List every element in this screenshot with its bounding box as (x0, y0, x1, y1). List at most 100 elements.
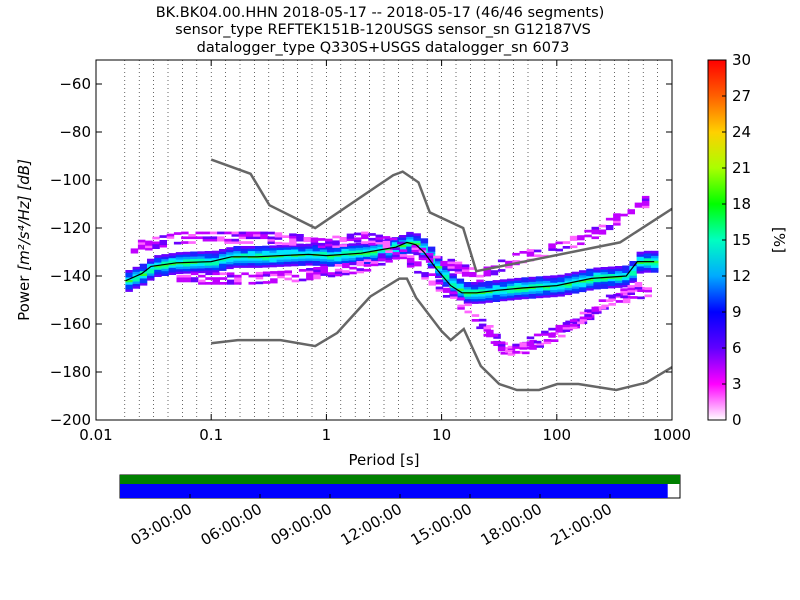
heat-cell-142 (233, 248, 241, 252)
heat-cell-533 (550, 289, 558, 293)
heat-cell-387 (435, 275, 443, 279)
heat-cell-999 (421, 272, 429, 275)
heat-cell-519 (535, 281, 544, 284)
colorbar-tick-label-8: 24 (732, 123, 751, 141)
heat-cell-189 (276, 264, 285, 267)
heat-cell-716 (245, 241, 254, 244)
heat-cell-622 (622, 282, 630, 285)
heat-cell-1021 (478, 323, 487, 327)
heat-cell-939 (298, 269, 307, 272)
heat-cell-910 (226, 274, 235, 278)
heat-cell-527 (543, 283, 551, 286)
heat-cell-628 (622, 267, 630, 271)
heat-cell-850 (555, 241, 563, 245)
heat-cell-772 (361, 231, 369, 235)
heat-cell-430 (463, 284, 472, 288)
heat-cell-852 (562, 241, 571, 244)
heat-cell-975 (370, 261, 379, 264)
heat-cell-510 (528, 281, 537, 285)
heat-cell-947 (313, 271, 321, 275)
heat-cell-486 (514, 297, 522, 300)
heat-cell-756 (332, 245, 340, 248)
heat-cell-619 (615, 268, 623, 272)
heat-cell-972 (363, 264, 372, 267)
heat-cell-979 (378, 253, 386, 256)
heat-cell-64 (175, 268, 184, 272)
heat-cell-411 (449, 278, 457, 281)
heat-cell-833 (505, 260, 513, 264)
heat-cell-459 (492, 299, 501, 302)
heat-cell-416 (456, 293, 465, 296)
heat-cell-350 (399, 235, 407, 238)
heat-cell-465 (492, 284, 501, 288)
heat-cell-953 (320, 266, 328, 269)
heat-cell-412 (449, 275, 457, 279)
heat-cell-456 (485, 285, 493, 289)
heat-cell-227 (305, 258, 313, 261)
heat-cell-711 (231, 231, 239, 235)
x-tick-label-0: 0.01 (79, 426, 112, 444)
heat-cell-425 (463, 296, 472, 300)
heat-cell-827 (490, 270, 499, 273)
heat-cell-36 (154, 274, 162, 277)
heat-cell-778 (375, 239, 383, 243)
heat-cell-708 (231, 241, 239, 244)
heat-cell-1049 (543, 339, 552, 342)
heat-cell-181 (269, 262, 277, 265)
heat-cell-442 (478, 298, 486, 302)
heat-cell-672 (145, 247, 153, 251)
heat-cell-116 (211, 250, 220, 254)
heat-cell-158 (247, 253, 256, 256)
heat-cell-623 (622, 279, 630, 283)
heat-cell-631 (629, 277, 637, 281)
heat-cell-155 (247, 260, 256, 264)
heat-cell-48 (161, 266, 169, 269)
heat-cell-650 (643, 265, 652, 268)
heat-cell-781 (382, 245, 391, 249)
heat-cell-277 (341, 246, 349, 249)
heat-cell-467 (492, 280, 501, 283)
heat-cell-338 (391, 244, 400, 247)
heat-cell-177 (262, 250, 270, 254)
heat-cell-165 (255, 258, 263, 261)
heat-cell-955 (327, 272, 336, 275)
heat-cell-250 (319, 246, 328, 250)
heat-cell-1125 (562, 326, 571, 330)
heat-cell-301 (363, 251, 371, 255)
heat-cell-556 (564, 275, 573, 279)
heat-cell-466 (492, 282, 501, 286)
heat-cell-31 (147, 268, 155, 271)
heat-cell-602 (600, 267, 609, 270)
heat-cell-658 (651, 267, 659, 271)
heat-cell-815 (461, 266, 470, 270)
heat-cell-591 (593, 272, 601, 275)
heat-cell-912 (234, 282, 242, 285)
heat-cell-878 (627, 209, 635, 212)
heat-cell-192 (276, 257, 285, 260)
heat-cell-20 (139, 278, 148, 281)
heat-cell-876 (620, 213, 628, 217)
heat-cell-8 (125, 270, 133, 273)
heat-cell-977 (378, 258, 386, 261)
heat-cell-449 (478, 281, 486, 285)
heat-cell-174 (262, 257, 270, 261)
heat-cell-404 (442, 264, 450, 268)
heat-cell-242 (312, 243, 321, 247)
heat-cell-311 (370, 248, 378, 251)
heat-cell-566 (571, 271, 580, 275)
heat-cell-1075 (608, 303, 616, 306)
heat-cell-748 (310, 239, 319, 243)
heat-cell-762 (339, 237, 347, 240)
heat-cell-1096 (483, 329, 491, 332)
heat-cell-819 (469, 267, 477, 270)
heat-cell-39 (154, 267, 162, 270)
heat-cell-424 (463, 298, 472, 302)
noise-model-lines (125, 158, 672, 392)
heat-cell-92 (197, 265, 205, 269)
heat-cell-794 (418, 247, 427, 251)
heat-cell-371 (420, 252, 429, 256)
heat-cell-908 (226, 282, 235, 285)
heat-cell-109 (211, 267, 220, 271)
heat-cell-820 (476, 279, 484, 283)
heat-cell-336 (391, 249, 400, 252)
